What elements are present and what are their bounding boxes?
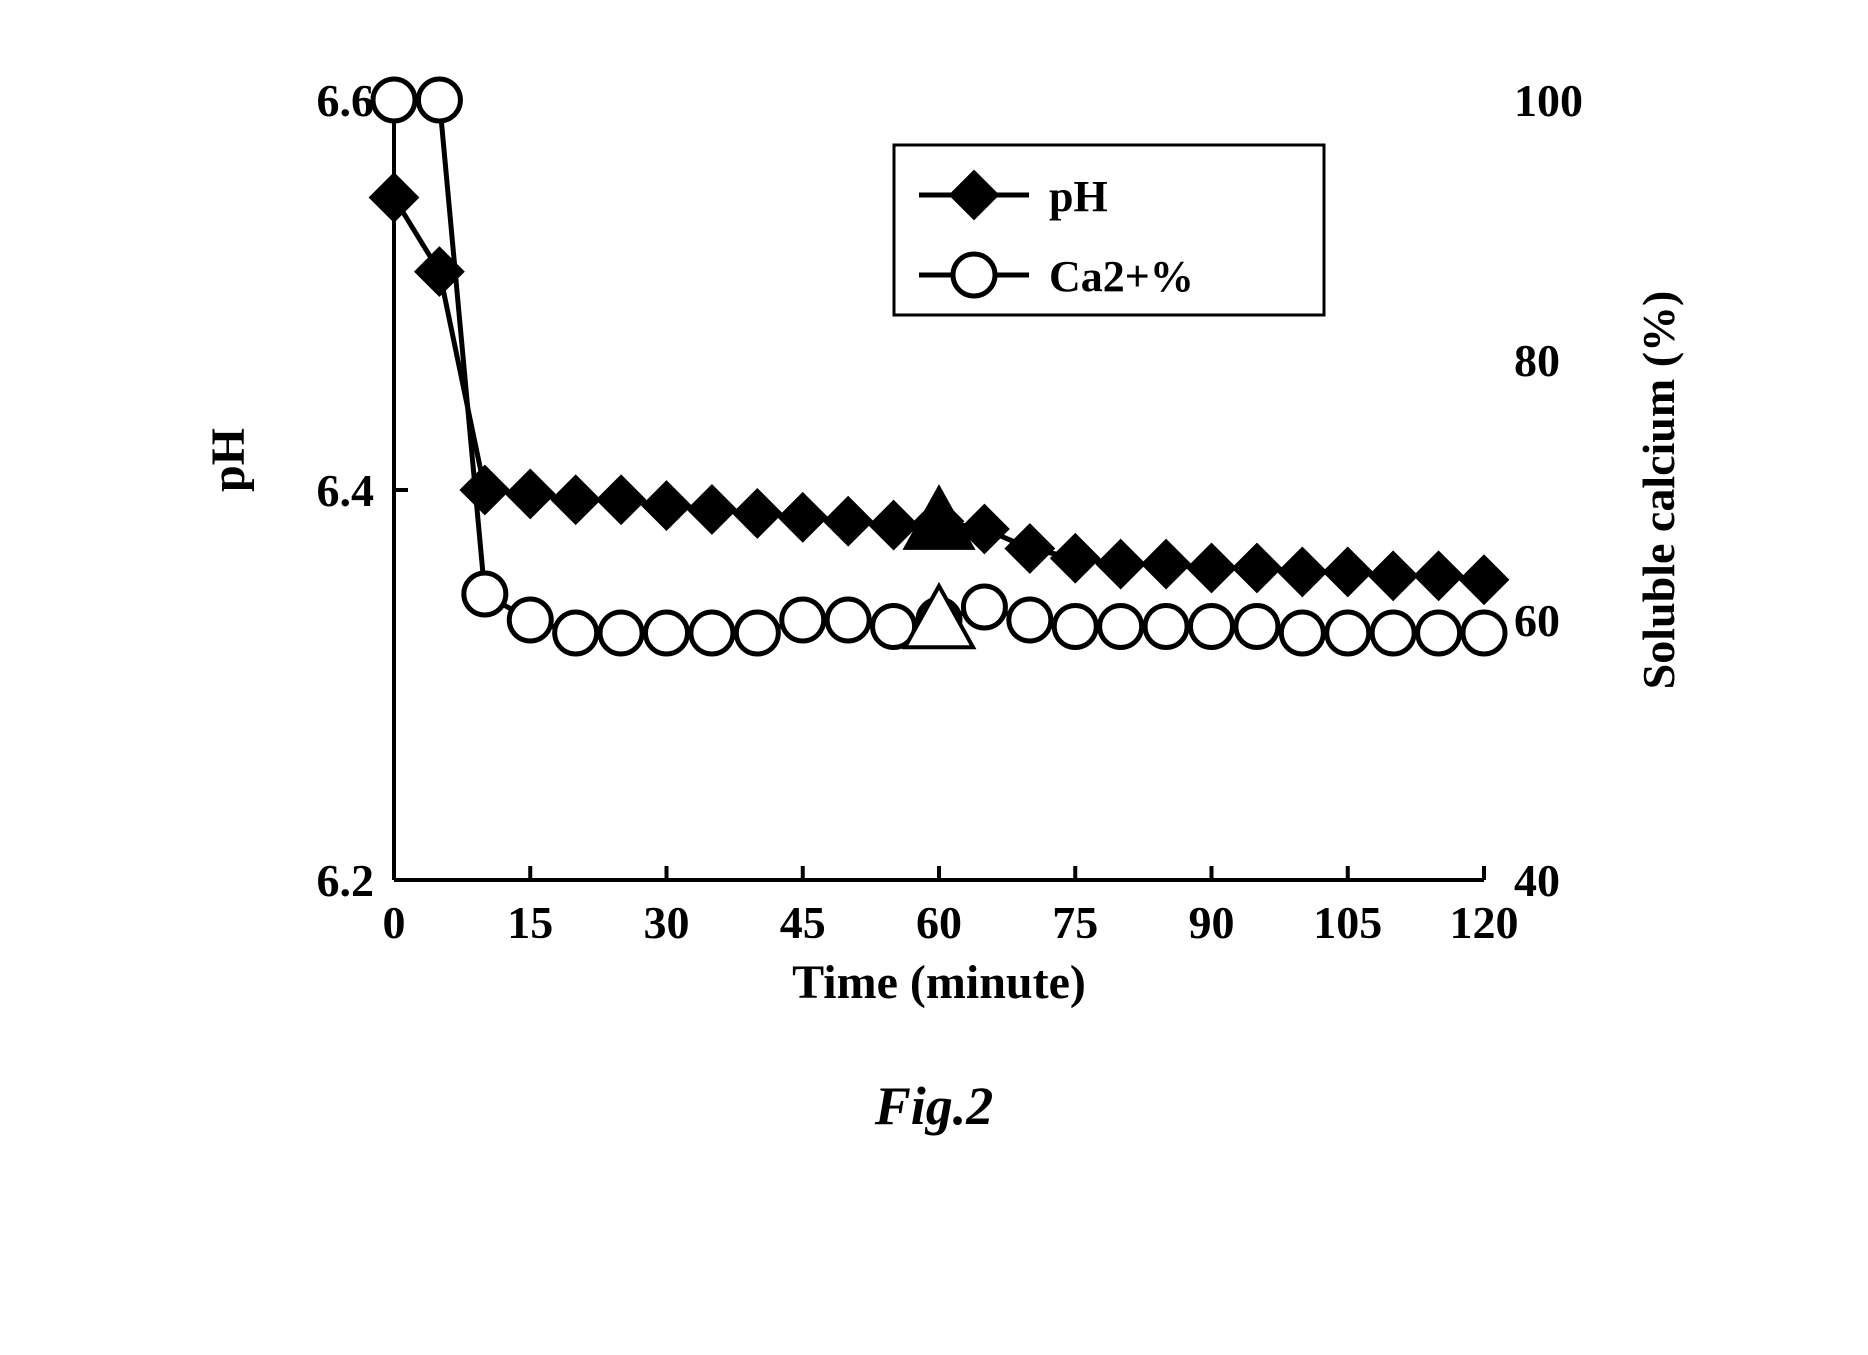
svg-text:75: 75 xyxy=(1052,897,1098,948)
svg-text:15: 15 xyxy=(507,897,553,948)
svg-text:6.6: 6.6 xyxy=(317,75,375,126)
svg-text:pH: pH xyxy=(202,428,255,492)
svg-text:60: 60 xyxy=(1514,595,1560,646)
svg-text:Ca2+%: Ca2+% xyxy=(1049,252,1194,301)
svg-text:pH: pH xyxy=(1049,172,1108,221)
svg-text:0: 0 xyxy=(383,897,406,948)
svg-text:6.2: 6.2 xyxy=(317,855,375,906)
svg-text:60: 60 xyxy=(916,897,962,948)
figure-caption: Fig.2 xyxy=(134,1075,1734,1137)
svg-text:Time (minute): Time (minute) xyxy=(792,956,1086,1009)
svg-text:40: 40 xyxy=(1514,855,1560,906)
svg-text:45: 45 xyxy=(780,897,826,948)
chart-container: 0 15 30 45 60 75 90 105 120 Time (minute) 6.2 6.4 6.… xyxy=(134,40,1734,1137)
svg-text:105: 105 xyxy=(1313,897,1382,948)
svg-text:Soluble calcium (%): Soluble calcium (%) xyxy=(1633,291,1684,690)
svg-text:120: 120 xyxy=(1450,897,1519,948)
svg-text:6.4: 6.4 xyxy=(317,465,375,516)
svg-text:30: 30 xyxy=(644,897,690,948)
svg-text:90: 90 xyxy=(1189,897,1235,948)
dual-axis-chart: 0 15 30 45 60 75 90 105 120 Time (minute) 6.2 6.4 6.… xyxy=(134,40,1734,1040)
svg-text:100: 100 xyxy=(1514,75,1583,126)
svg-text:80: 80 xyxy=(1514,335,1560,386)
